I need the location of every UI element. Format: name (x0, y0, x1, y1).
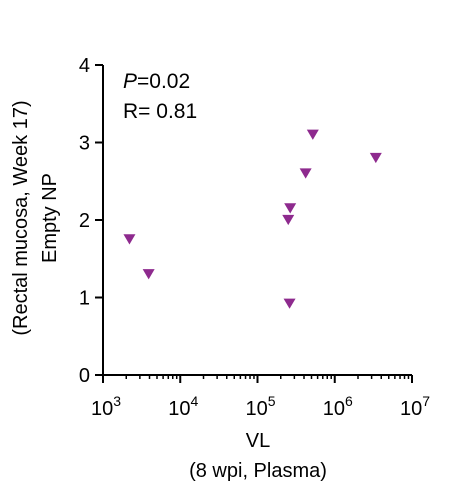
x-axis-subtitle: (8 wpi, Plasma) (189, 460, 327, 482)
data-point (142, 269, 155, 280)
data-point (299, 168, 312, 179)
axes (95, 64, 413, 383)
data-point (306, 129, 319, 140)
p-value-label: P=0.02 (123, 70, 190, 93)
data-point (123, 234, 136, 245)
y-axis-title: Empty NP (39, 173, 61, 263)
x-tick-label: 103 (91, 393, 121, 420)
x-tick-label: 107 (400, 393, 430, 420)
data-points (123, 129, 382, 309)
y-tick-label: 4 (79, 55, 90, 77)
x-axis-title: VL (246, 430, 270, 452)
x-tick-label: 104 (168, 393, 198, 420)
r-value-label: R= 0.81 (123, 100, 197, 123)
data-point (369, 152, 382, 164)
y-tick-label: 2 (79, 210, 90, 232)
x-tick-label: 106 (323, 393, 353, 420)
y-tick-label: 1 (79, 288, 90, 310)
data-point (283, 298, 296, 309)
labels: 0 1 2 3 4 103 104 105 106 107 P=0.02 R= 0.81 VL (8 wp… (10, 55, 430, 482)
y-tick-label: 3 (79, 133, 90, 155)
y-axis-subtitle: (Rectal mucosa, Week 17) (10, 100, 32, 335)
data-point (282, 214, 295, 226)
data-point (284, 203, 297, 214)
x-tick-label: 105 (245, 393, 275, 420)
y-tick-label: 0 (79, 365, 90, 387)
